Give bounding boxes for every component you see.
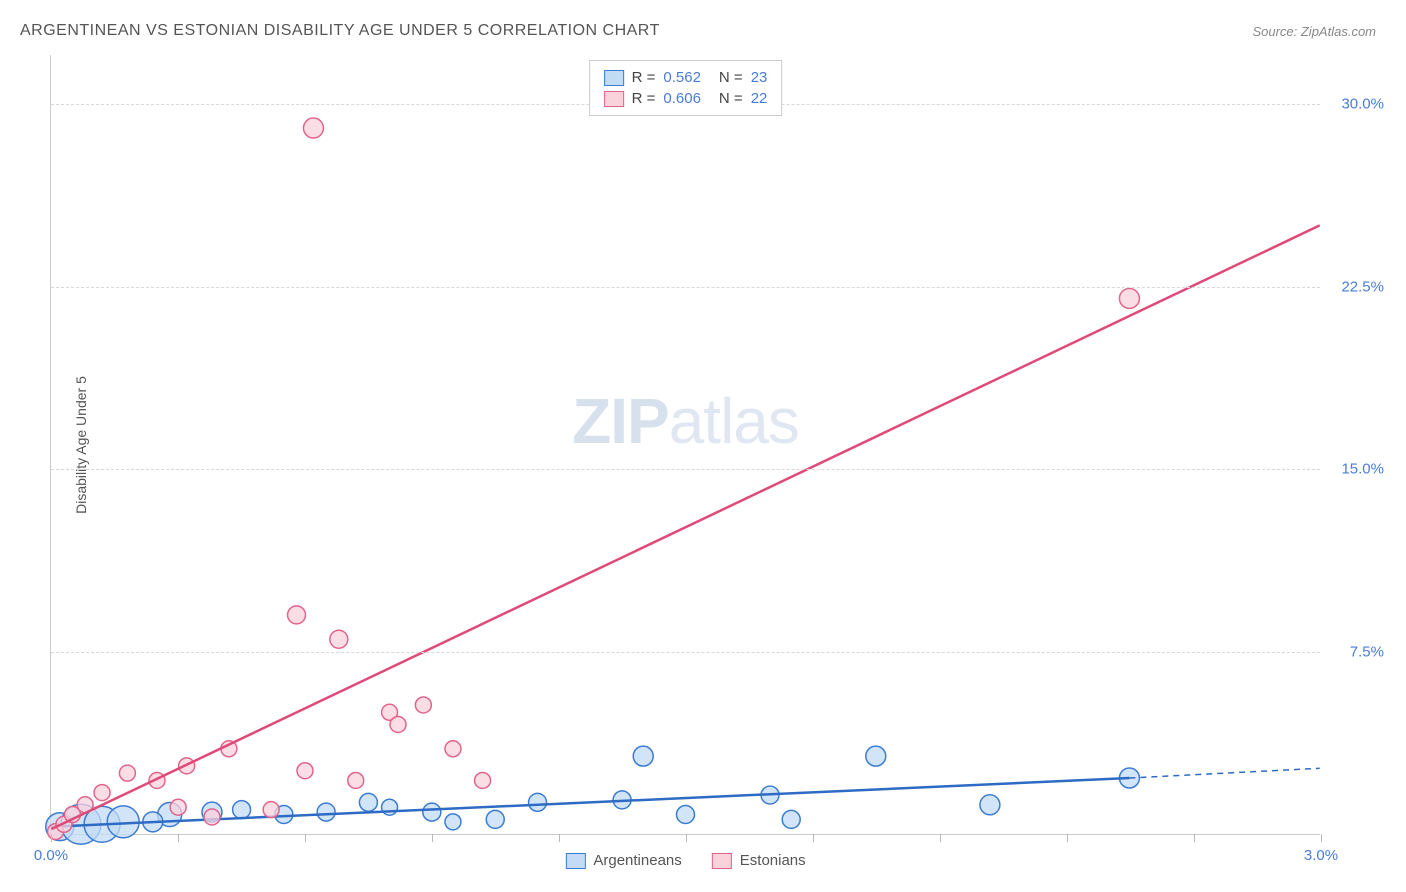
trend-line bbox=[51, 225, 1319, 829]
data-point bbox=[529, 793, 547, 811]
data-point bbox=[297, 763, 313, 779]
source-credit: Source: ZipAtlas.com bbox=[1252, 24, 1376, 39]
x-tick bbox=[1194, 834, 1195, 842]
data-point bbox=[445, 814, 461, 830]
data-point bbox=[782, 810, 800, 828]
y-tick-label: 30.0% bbox=[1329, 95, 1384, 112]
data-point bbox=[170, 799, 186, 815]
x-tick bbox=[305, 834, 306, 842]
data-point bbox=[204, 809, 220, 825]
grid-line bbox=[51, 469, 1320, 470]
data-point bbox=[263, 802, 279, 818]
swatch-blue-icon bbox=[604, 70, 624, 86]
x-tick bbox=[940, 834, 941, 842]
legend-item-argentineans: Argentineans bbox=[565, 852, 681, 869]
data-point bbox=[94, 785, 110, 801]
y-tick-label: 15.0% bbox=[1329, 461, 1384, 478]
data-point bbox=[119, 765, 135, 781]
data-point bbox=[633, 746, 653, 766]
x-tick bbox=[813, 834, 814, 842]
x-tick-label: 3.0% bbox=[1304, 847, 1338, 864]
data-point bbox=[1119, 288, 1139, 308]
data-point bbox=[330, 630, 348, 648]
legend-row-argentineans: R = 0.562 N = 23 bbox=[604, 67, 768, 88]
y-tick-label: 22.5% bbox=[1329, 278, 1384, 295]
data-point bbox=[677, 806, 695, 824]
x-tick-label: 0.0% bbox=[34, 847, 68, 864]
scatter-svg bbox=[51, 55, 1320, 834]
correlation-legend: R = 0.562 N = 23 R = 0.606 N = 22 bbox=[589, 60, 783, 116]
swatch-pink-icon bbox=[604, 91, 624, 107]
data-point bbox=[317, 803, 335, 821]
grid-line bbox=[51, 287, 1320, 288]
y-tick-label: 7.5% bbox=[1329, 644, 1384, 661]
data-point bbox=[486, 810, 504, 828]
data-point bbox=[288, 606, 306, 624]
swatch-pink-icon bbox=[712, 853, 732, 869]
data-point bbox=[423, 803, 441, 821]
data-point bbox=[445, 741, 461, 757]
x-tick bbox=[178, 834, 179, 842]
grid-line bbox=[51, 652, 1320, 653]
x-tick bbox=[1067, 834, 1068, 842]
data-point bbox=[980, 795, 1000, 815]
x-tick bbox=[432, 834, 433, 842]
legend-row-estonians: R = 0.606 N = 22 bbox=[604, 88, 768, 109]
data-point bbox=[866, 746, 886, 766]
x-tick bbox=[559, 834, 560, 842]
plot-area: ZIPatlas R = 0.562 N = 23 R = 0.606 N = … bbox=[50, 55, 1320, 835]
series-legend: Argentineans Estonians bbox=[565, 852, 805, 869]
data-point bbox=[359, 793, 377, 811]
chart-container: Disability Age Under 5 ZIPatlas R = 0.56… bbox=[50, 55, 1320, 835]
swatch-blue-icon bbox=[565, 853, 585, 869]
x-tick bbox=[686, 834, 687, 842]
data-point bbox=[390, 716, 406, 732]
x-tick bbox=[51, 834, 52, 842]
trend-line-extrapolated bbox=[1129, 768, 1319, 778]
data-point bbox=[415, 697, 431, 713]
data-point bbox=[233, 801, 251, 819]
data-point bbox=[348, 772, 364, 788]
x-tick bbox=[1321, 834, 1322, 842]
legend-item-estonians: Estonians bbox=[712, 852, 806, 869]
data-point bbox=[303, 118, 323, 138]
data-point bbox=[475, 772, 491, 788]
chart-title: ARGENTINEAN VS ESTONIAN DISABILITY AGE U… bbox=[20, 22, 660, 40]
